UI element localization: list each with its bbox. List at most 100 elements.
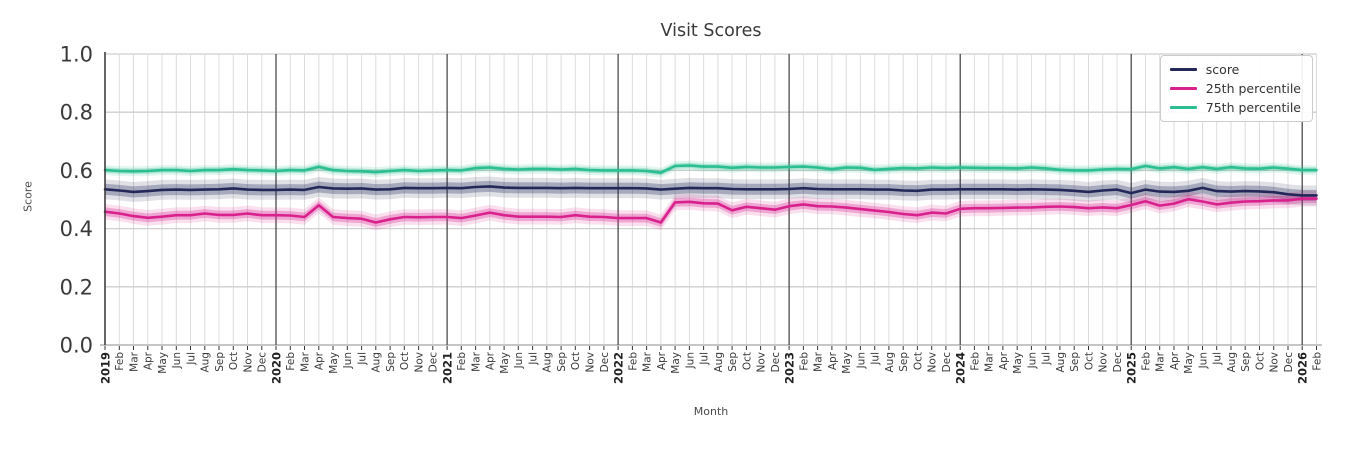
svg-text:Dec: Dec <box>599 352 611 373</box>
score-line-swatch <box>1169 68 1197 72</box>
svg-text:May: May <box>1012 352 1024 374</box>
svg-text:Oct: Oct <box>1254 352 1266 370</box>
svg-text:Feb: Feb <box>114 352 126 371</box>
svg-text:2026: 2026 <box>1296 352 1310 384</box>
svg-text:Mar: Mar <box>642 351 654 371</box>
svg-text:2019: 2019 <box>98 352 112 384</box>
svg-text:Nov: Nov <box>585 352 597 373</box>
svg-text:Jul: Jul <box>1041 352 1053 366</box>
svg-text:Mar: Mar <box>128 351 140 371</box>
svg-text:Nov: Nov <box>927 352 939 373</box>
chart-legend: score 25th percentile 75th percentile <box>1159 55 1313 123</box>
svg-text:2023: 2023 <box>782 352 796 384</box>
svg-text:Mar: Mar <box>813 351 825 371</box>
svg-text:Sep: Sep <box>385 352 397 372</box>
svg-text:May: May <box>1183 352 1195 374</box>
svg-text:Aug: Aug <box>1055 352 1067 373</box>
svg-text:Oct: Oct <box>570 352 582 370</box>
svg-text:Sep: Sep <box>898 352 910 372</box>
svg-text:Jun: Jun <box>1026 352 1038 369</box>
svg-text:Apr: Apr <box>143 351 155 370</box>
svg-text:2022: 2022 <box>611 352 625 384</box>
svg-text:Feb: Feb <box>456 352 468 371</box>
svg-text:Aug: Aug <box>1226 352 1238 373</box>
svg-text:Apr: Apr <box>485 351 497 370</box>
svg-text:Dec: Dec <box>428 352 440 373</box>
svg-text:Oct: Oct <box>1083 352 1095 370</box>
svg-text:Mar: Mar <box>984 351 996 371</box>
svg-text:Oct: Oct <box>741 352 753 370</box>
svg-text:Jun: Jun <box>171 352 183 369</box>
svg-text:Dec: Dec <box>1283 352 1295 373</box>
svg-text:Jun: Jun <box>513 352 525 369</box>
svg-text:0.0: 0.0 <box>60 334 93 358</box>
svg-text:Dec: Dec <box>1112 352 1124 373</box>
svg-text:Oct: Oct <box>912 352 924 370</box>
legend-label-score: score <box>1205 62 1240 77</box>
svg-text:Aug: Aug <box>884 352 896 373</box>
svg-text:Feb: Feb <box>1140 352 1152 371</box>
svg-text:Feb: Feb <box>969 352 981 371</box>
legend-item-25th-percentile: 25th percentile <box>1169 80 1301 96</box>
svg-text:Jul: Jul <box>357 352 369 366</box>
25th-percentile-line-swatch <box>1169 87 1197 91</box>
svg-text:Oct: Oct <box>228 352 240 370</box>
svg-text:Feb: Feb <box>285 352 297 371</box>
svg-text:2025: 2025 <box>1125 352 1139 384</box>
svg-text:Apr: Apr <box>656 351 668 370</box>
svg-text:Jul: Jul <box>185 352 197 366</box>
legend-item-75th-percentile: 75th percentile <box>1169 99 1301 115</box>
svg-text:May: May <box>328 352 340 374</box>
svg-text:Jun: Jun <box>684 352 696 369</box>
svg-text:Nov: Nov <box>756 352 768 373</box>
svg-text:0.4: 0.4 <box>60 217 93 241</box>
svg-text:Aug: Aug <box>371 352 383 373</box>
chart-title: Visit Scores <box>660 21 762 41</box>
svg-text:1.0: 1.0 <box>60 43 93 67</box>
svg-text:Jun: Jun <box>1197 352 1209 369</box>
svg-text:Nov: Nov <box>1269 352 1281 373</box>
svg-text:Sep: Sep <box>1240 352 1252 372</box>
svg-text:Aug: Aug <box>200 352 212 373</box>
svg-text:Apr: Apr <box>314 351 326 370</box>
svg-text:Mar: Mar <box>471 351 483 371</box>
svg-text:May: May <box>499 352 511 374</box>
svg-text:Apr: Apr <box>998 351 1010 370</box>
svg-text:0.8: 0.8 <box>60 101 93 125</box>
svg-text:Mar: Mar <box>1155 351 1167 371</box>
svg-text:May: May <box>157 352 169 374</box>
svg-text:Dec: Dec <box>941 352 953 373</box>
legend-label-75th-percentile: 75th percentile <box>1205 99 1301 115</box>
svg-text:Jul: Jul <box>1212 352 1224 366</box>
svg-text:2024: 2024 <box>954 352 968 384</box>
svg-text:Nov: Nov <box>1098 352 1110 373</box>
svg-text:0.2: 0.2 <box>60 275 93 299</box>
svg-text:Aug: Aug <box>542 352 554 373</box>
svg-text:Nov: Nov <box>414 352 426 373</box>
svg-text:Feb: Feb <box>798 352 810 371</box>
svg-text:Oct: Oct <box>399 352 411 370</box>
legend-item-score: score <box>1169 62 1301 77</box>
svg-text:Dec: Dec <box>770 352 782 373</box>
svg-text:Feb: Feb <box>627 352 639 371</box>
svg-text:Dec: Dec <box>257 352 269 373</box>
svg-text:Sep: Sep <box>1069 352 1081 372</box>
svg-text:2021: 2021 <box>440 352 454 384</box>
75th-percentile-line-swatch <box>1169 105 1197 109</box>
svg-text:Sep: Sep <box>556 352 568 372</box>
svg-text:Jul: Jul <box>528 352 540 366</box>
legend-label-25th-percentile: 25th percentile <box>1205 80 1301 96</box>
svg-text:Jul: Jul <box>699 352 711 366</box>
svg-text:Feb: Feb <box>1311 352 1323 371</box>
svg-text:Jun: Jun <box>342 352 354 369</box>
svg-text:Nov: Nov <box>242 352 254 373</box>
svg-text:Sep: Sep <box>727 352 739 372</box>
x-axis-label: Month <box>693 405 729 418</box>
svg-text:Apr: Apr <box>827 351 839 370</box>
svg-text:Sep: Sep <box>214 352 226 372</box>
svg-text:Jul: Jul <box>870 352 882 366</box>
svg-text:May: May <box>841 352 853 374</box>
svg-text:Apr: Apr <box>1169 351 1181 370</box>
